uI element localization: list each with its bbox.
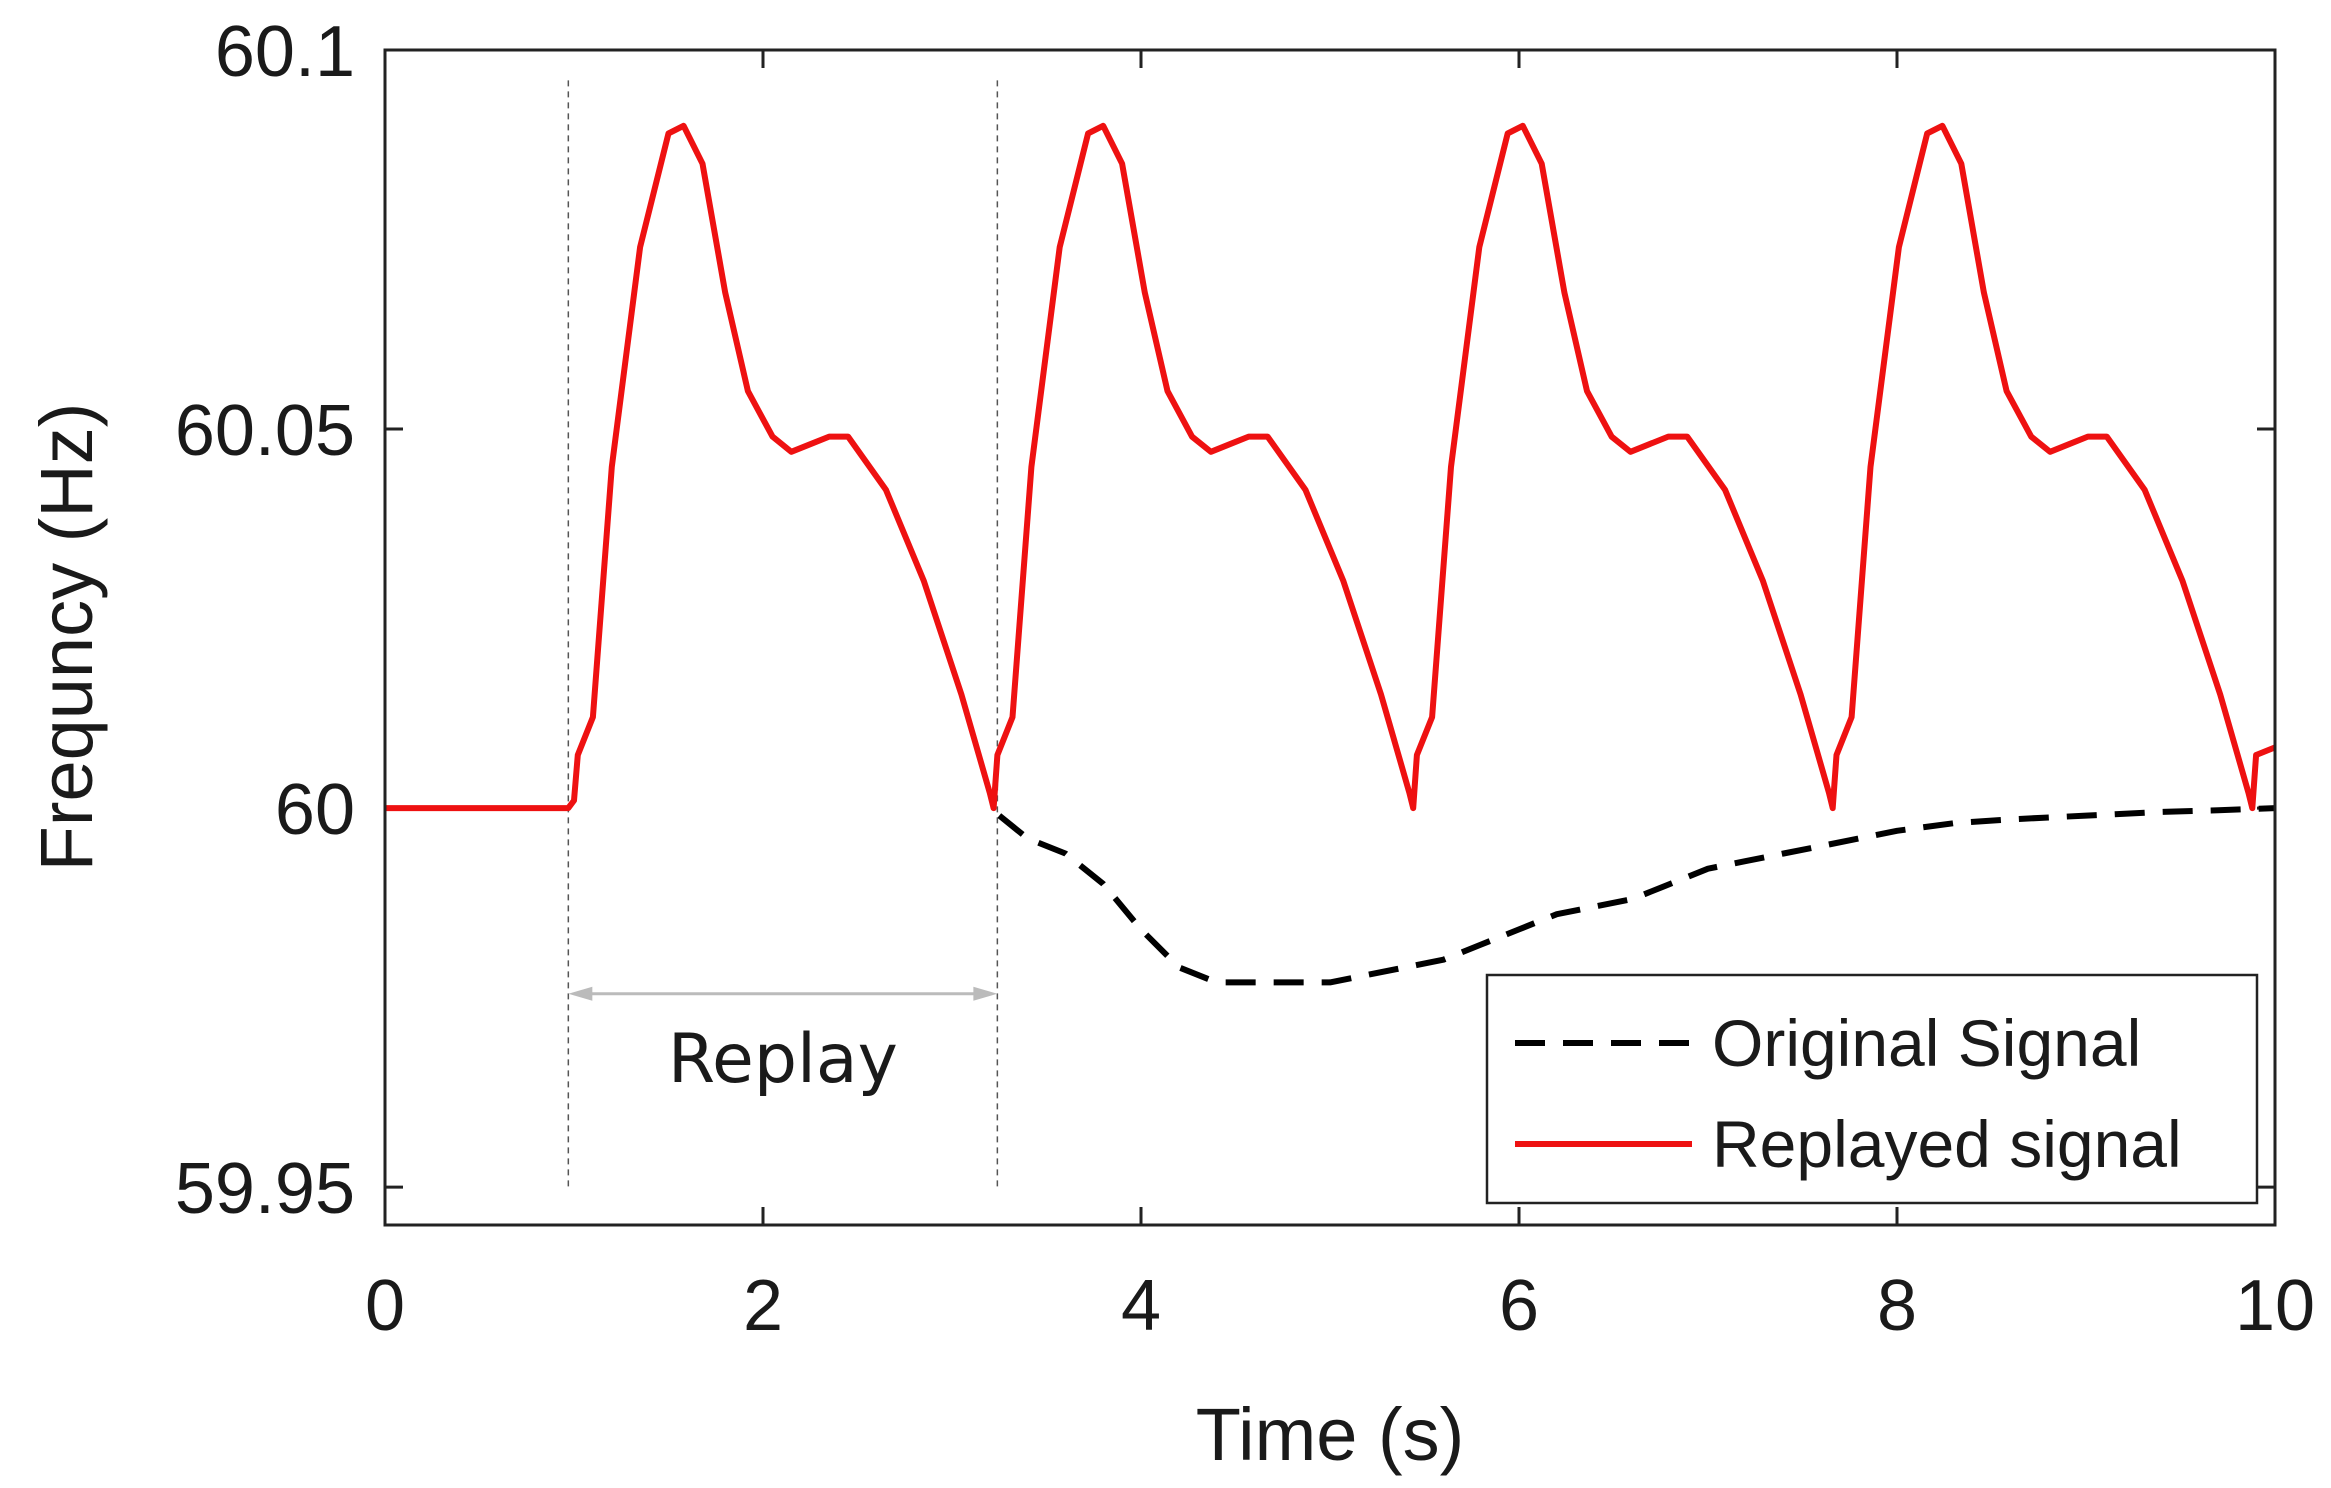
- y-tick-label: 60: [275, 770, 355, 850]
- replay-annotation: Replay: [567, 80, 999, 1188]
- legend: Original Signal Replayed signal: [1485, 973, 2259, 1205]
- legend-label-original: Original Signal: [1712, 1006, 2141, 1080]
- x-tick-label: 4: [1121, 1266, 1161, 1346]
- x-tick-label: 2: [743, 1266, 783, 1346]
- y-tick-label: 60.1: [215, 12, 355, 92]
- replay-arrow-left-head: [568, 986, 593, 1001]
- y-axis-ticks: 59.95 60 60.05 60.1: [175, 12, 2275, 1229]
- x-tick-label: 0: [365, 1266, 405, 1346]
- x-axis-ticks: 0 2 4 6 8 10: [365, 50, 2315, 1346]
- series-line-original: [997, 805, 2276, 986]
- replay-label: Replay: [668, 1020, 898, 1099]
- replay-arrow-right-head: [973, 986, 998, 1001]
- x-tick-label: 8: [1877, 1266, 1917, 1346]
- series-line-replayed: [385, 122, 2277, 812]
- plot-frame: [383, 48, 2277, 1227]
- series-layer: [385, 122, 2277, 986]
- y-tick-label: 60.05: [175, 391, 355, 471]
- x-tick-label: 10: [2235, 1266, 2315, 1346]
- legend-box: [1485, 973, 2259, 1205]
- y-axis-label: Frequncy (Hz): [25, 403, 108, 872]
- x-axis-label: Time (s): [1196, 1393, 1465, 1476]
- legend-label-replayed: Replayed signal: [1712, 1107, 2182, 1181]
- x-tick-label: 6: [1499, 1266, 1539, 1346]
- y-tick-label: 59.95: [175, 1149, 355, 1229]
